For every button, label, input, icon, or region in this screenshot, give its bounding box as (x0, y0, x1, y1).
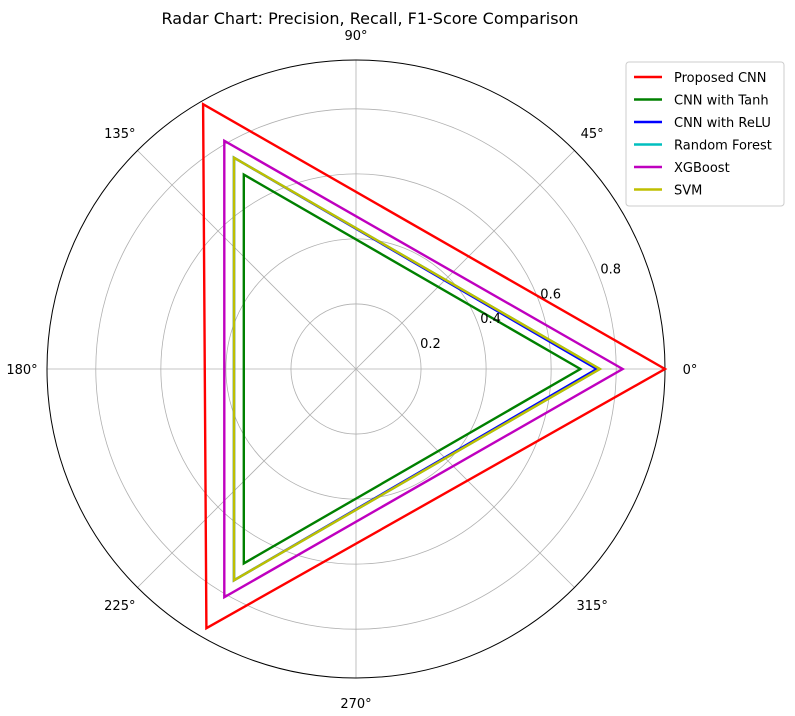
series-layer (201, 102, 668, 631)
grid-ring-2 (160, 173, 552, 565)
legend-entry: CNN with ReLU (674, 116, 771, 131)
grid-ring-0 (290, 303, 422, 435)
radial-tick-labels: 0.2 0.4 0.6 0.8 (420, 262, 621, 352)
series-line-proposed-cnn (201, 102, 668, 631)
angle-tick-label: 180° (6, 363, 37, 378)
angle-tick-label: 225° (104, 599, 135, 614)
angle-tick-label: 270° (340, 697, 371, 712)
angle-tick-label: 45° (581, 127, 604, 142)
radial-tick-label: 0.8 (600, 262, 621, 277)
series-line-cnn-with-tanh (242, 172, 583, 566)
legend-entry: Proposed CNN (674, 71, 767, 86)
polar-grid (46, 59, 666, 679)
legend: Proposed CNN CNN with Tanh CNN with ReLU Ra… (625, 61, 785, 207)
spoke-315 (355, 368, 575, 588)
grid-ring-3 (95, 108, 617, 630)
legend-entry: XGBoost (674, 161, 730, 176)
legend-entry: SVM (674, 184, 702, 199)
radial-tick-label: 0.2 (420, 337, 441, 352)
spoke-45 (355, 150, 575, 370)
radial-tick-label: 0.4 (480, 312, 501, 327)
spoke-225 (137, 368, 357, 588)
legend-entry: CNN with Tanh (674, 94, 769, 109)
spoke-135 (137, 150, 357, 370)
legend-entry: Random Forest (674, 139, 772, 154)
radial-tick-label: 0.6 (540, 287, 561, 302)
angle-tick-label: 315° (577, 599, 608, 614)
legend-box (625, 61, 785, 207)
angle-tick-label: 90° (344, 29, 367, 44)
angle-tick-labels: 0° 45° 90° 135° 180° 225° 270° 315° (6, 29, 697, 712)
angle-tick-label: 0° (683, 363, 698, 378)
series-line-svm (232, 155, 603, 583)
angle-tick-label: 135° (104, 127, 135, 142)
series-line-xgboost (223, 138, 626, 600)
chart-title: Radar Chart: Precision, Recall, F1-Score… (162, 9, 579, 28)
